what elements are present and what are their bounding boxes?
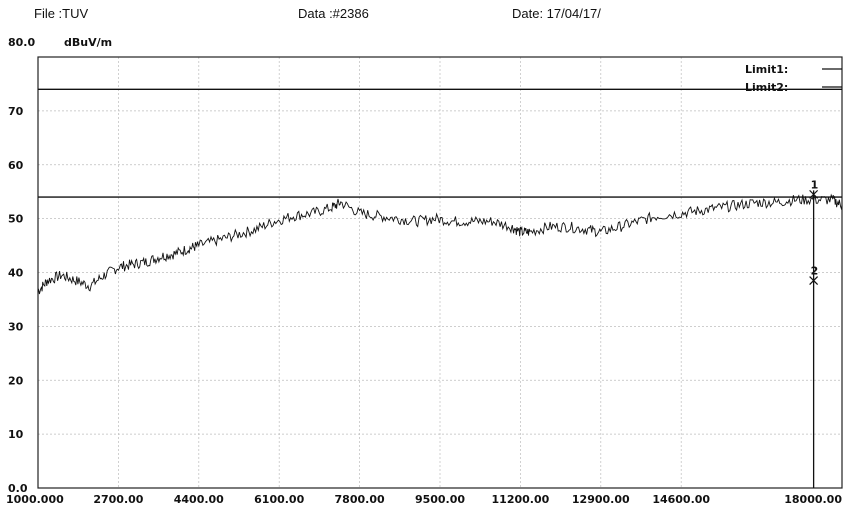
y-tick-label: 0.0 [8,482,28,495]
y-tick-labels: 80.0 70 60 50 40 30 20 10 0.0 [8,36,35,495]
data-id-label: Data :#2386 [298,6,369,21]
trace-layer [37,193,843,295]
legend-label: Limit2: [745,81,788,94]
legend: Limit1: Limit2: [745,63,842,94]
marker-label: 2 [811,265,819,278]
x-tick-label: 9500.00 [415,493,465,506]
x-tick-label: 1000.000 [6,493,64,506]
legend-label: Limit1: [745,63,788,76]
y-tick-label: 80.0 [8,36,35,49]
x-tick-label: 6100.00 [254,493,304,506]
y-tick-label: 50 [8,213,24,226]
limit-lines [38,88,842,198]
x-tick-label: 12900.00 [572,493,630,506]
marker-layer: 12 [809,178,819,488]
date-label: Date: 17/04/17/ [512,6,601,21]
marker-cross [809,189,819,199]
y-tick-label: 40 [8,267,24,280]
x-tick-label: 4400.00 [174,493,224,506]
y-unit-label: dBuV/m [64,36,112,49]
x-tick-label: 11200.00 [492,493,550,506]
y-tick-label: 30 [8,320,24,333]
marker-cross [809,276,819,286]
y-tick-label: 70 [8,105,24,118]
marker-label: 1 [811,178,819,191]
x-tick-label: 14600.00 [652,493,710,506]
y-tick-label: 10 [8,428,24,441]
x-tick-label: 2700.00 [93,493,143,506]
file-label: File :TUV [34,6,89,21]
x-tick-label: 7800.00 [335,493,385,506]
y-tick-label: 60 [8,159,24,172]
plot-frame [37,56,843,489]
y-tick-label: 20 [8,374,24,387]
x-tick-labels: 1000.000 2700.00 4400.00 6100.00 7800.00 9500… [6,493,842,506]
x-tick-label: 18000.00 [784,493,842,506]
emission-trace [37,193,843,295]
chart-grid [38,57,842,488]
